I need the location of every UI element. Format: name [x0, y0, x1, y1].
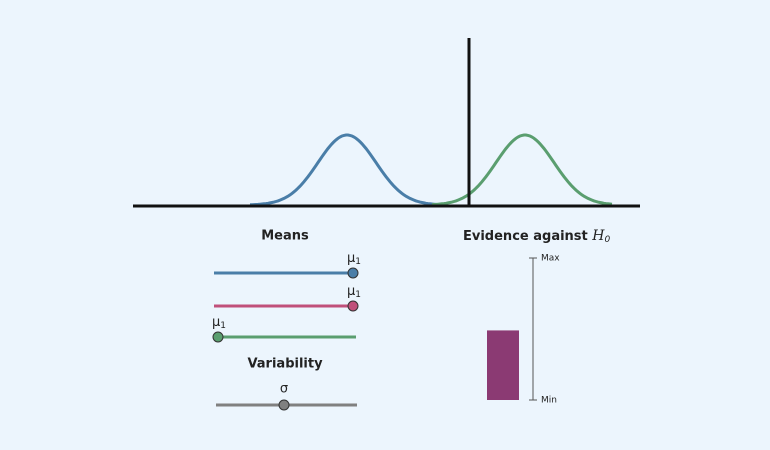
distributions	[250, 133, 613, 207]
evidence-bar	[487, 330, 519, 400]
distribution-curve	[431, 133, 613, 207]
mu-symbol: μ	[347, 251, 355, 266]
means-title: Means	[261, 229, 309, 244]
evidence-title: Evidence against H0	[463, 228, 611, 245]
mean-knob[interactable]	[347, 300, 359, 312]
mu-subscript: 1	[355, 257, 361, 267]
meter-tick-label: Min	[541, 396, 557, 406]
sigma-label: σ	[280, 382, 288, 397]
h-symbol: H	[591, 228, 605, 244]
mu-symbol: μ	[347, 284, 355, 299]
evidence-text: Evidence against	[463, 229, 588, 244]
mu-subscript: 1	[355, 290, 361, 300]
variability-title: Variability	[247, 357, 323, 372]
mu-subscript: 1	[220, 321, 226, 331]
mean-knob[interactable]	[212, 331, 224, 343]
distribution-curve	[250, 133, 441, 207]
mu-label: μ1	[212, 315, 226, 331]
mu-symbol: μ	[212, 315, 220, 330]
mu-label: μ1	[347, 284, 361, 300]
mu-label: μ1	[347, 251, 361, 267]
meter-tick-label: Max	[541, 254, 560, 264]
variability-knob[interactable]	[278, 399, 290, 411]
evidence-meter: Min Max	[487, 254, 560, 406]
mean-knob[interactable]	[347, 267, 359, 279]
h-subscript: 0	[605, 235, 611, 245]
